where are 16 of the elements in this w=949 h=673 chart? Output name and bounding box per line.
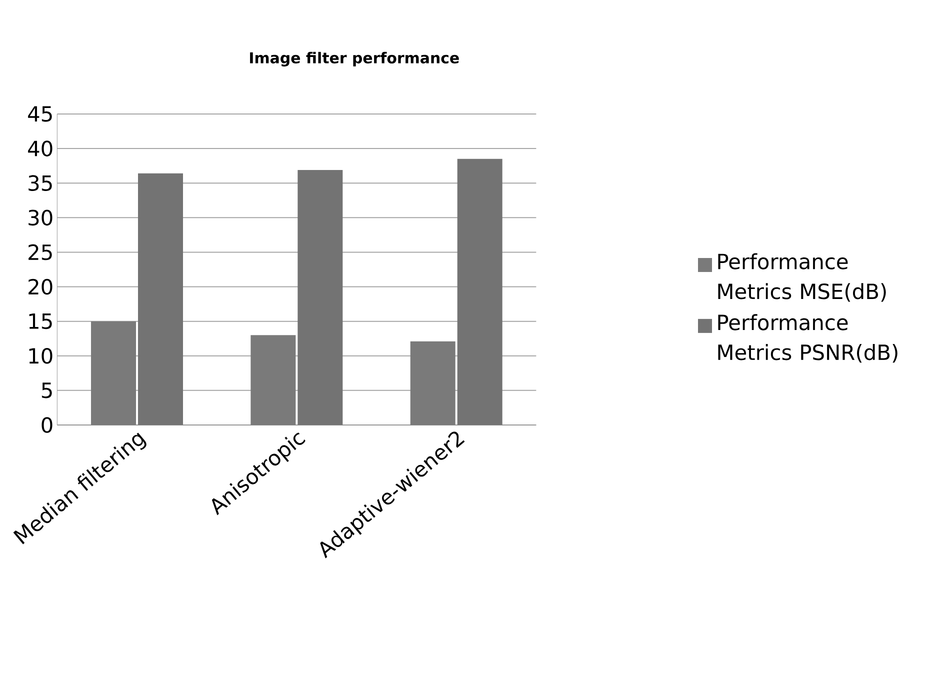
bar [457, 158, 502, 425]
legend-label: Performance Metrics PSNR(dB) [718, 314, 898, 363]
y-tick-label: 35 [28, 175, 52, 192]
y-tick-label: 45 [28, 106, 52, 122]
y-tick-label: 0 [42, 417, 52, 433]
legend-label: Performance Metrics MSE(dB) [718, 253, 886, 302]
y-tick-label: 15 [29, 314, 52, 330]
y-tick-label: 40 [28, 140, 52, 156]
y-tick-label: 20 [28, 278, 52, 295]
bar [138, 173, 184, 425]
y-tick-label: 5 [42, 382, 52, 398]
y-tick-label: 30 [28, 210, 52, 226]
bar [298, 170, 343, 425]
chart-title: Image filter performance [250, 52, 459, 66]
y-tick-label: 25 [28, 244, 52, 260]
y-tick-label: 10 [29, 348, 52, 364]
